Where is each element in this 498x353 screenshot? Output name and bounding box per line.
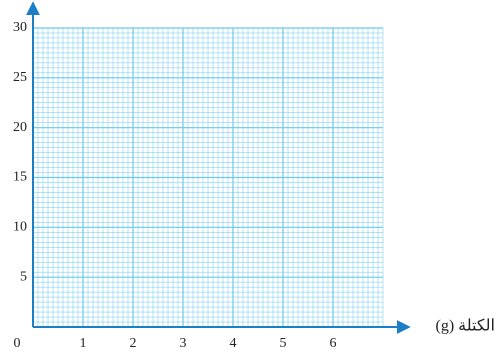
x-tick-label: 2: [130, 336, 137, 351]
y-tick-label: 15: [13, 170, 27, 185]
y-tick-label: 5: [20, 269, 27, 284]
x-tick-label: 0: [14, 336, 21, 351]
x-tick-label: 3: [180, 336, 187, 351]
y-tick-label: 20: [13, 120, 27, 135]
y-tick-label: 10: [13, 220, 27, 235]
x-tick-label: 1: [80, 336, 87, 351]
grid: [33, 27, 384, 327]
y-tick-label: 30: [13, 20, 27, 35]
x-axis-label: الكتلة (g): [435, 318, 495, 335]
y-tick-label: 25: [13, 70, 27, 85]
x-tick-label: 6: [330, 336, 337, 351]
x-tick-label: 5: [280, 336, 287, 351]
x-tick-label: 4: [230, 336, 237, 351]
